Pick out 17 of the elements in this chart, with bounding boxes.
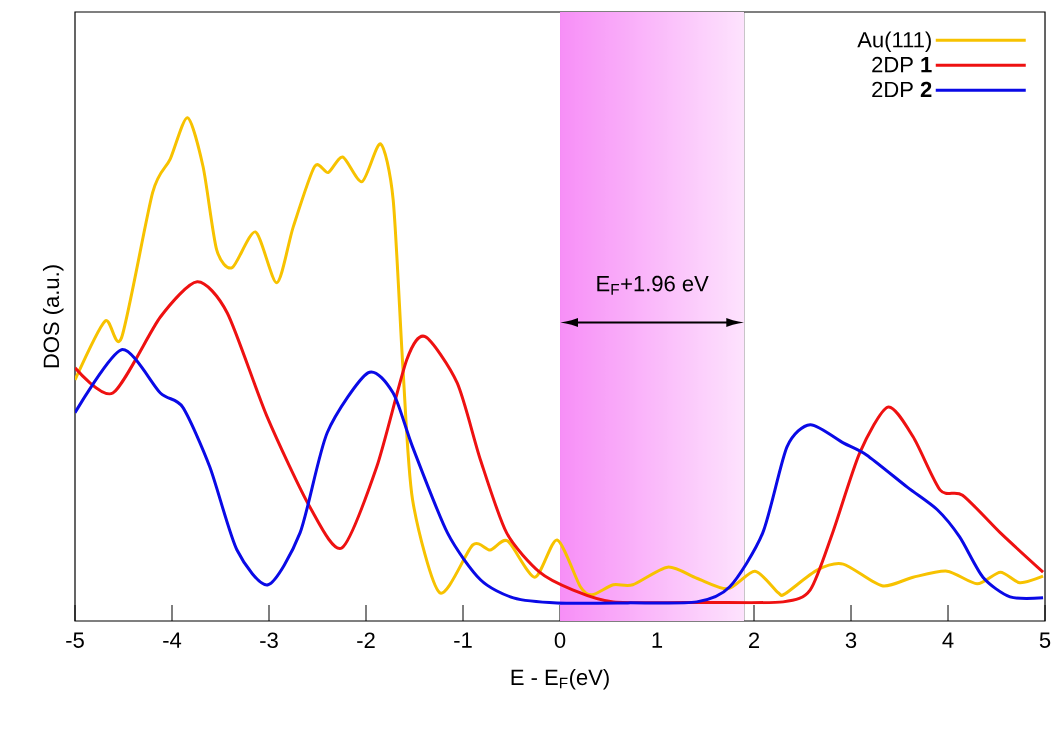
x-tick-label: -5 [66,632,84,648]
band-label: E$_{F}$+1.96 eV [597,275,709,295]
x-axis-title: E - E$_{F}$(eV) [511,668,609,690]
x-tick-label: -3 [260,632,278,649]
x-tick-label: -2 [357,632,375,648]
x-tick-label: 1 [652,632,663,648]
legend-label: 2DP 2 [872,81,932,98]
x-tick-label: 5 [1039,632,1051,648]
x-tick-label: 3 [845,632,857,649]
x-tick-label: -1 [454,632,472,648]
y-axis-title: DOS (a.u.) [42,265,64,368]
x-tick-label: 0 [554,632,566,649]
legend-label: 2DP 1 [872,56,932,73]
legend-label: Au(111) [857,31,931,52]
x-tick-label: 4 [942,632,954,648]
x-tick-label: 2 [749,632,760,648]
x-tick-label: -4 [163,632,182,648]
